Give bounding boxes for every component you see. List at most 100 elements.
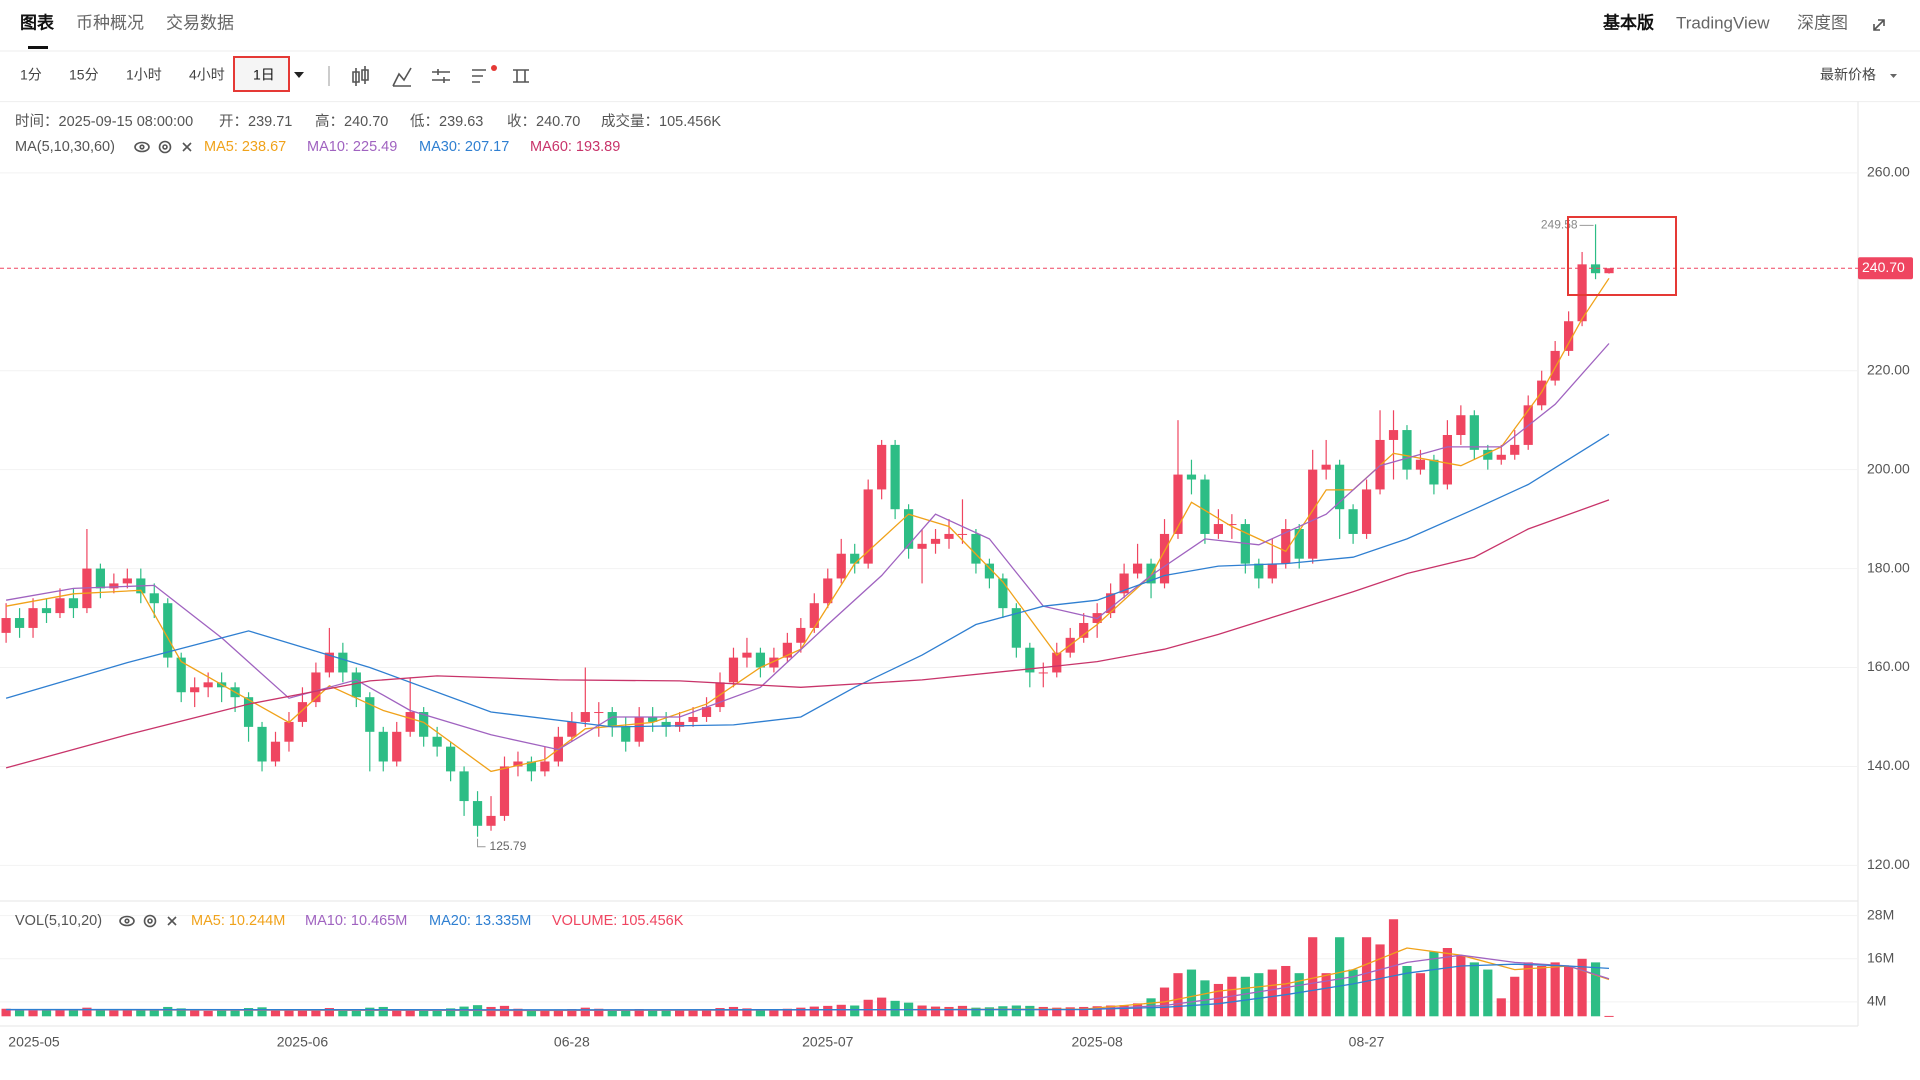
x-tick-label: 06-28	[554, 1034, 590, 1050]
y-tick-label: 200.00	[1867, 460, 1910, 476]
candle-body	[1348, 509, 1358, 534]
candle-body	[809, 603, 819, 628]
candle-body	[1119, 573, 1129, 594]
volume-bar	[1106, 1005, 1116, 1017]
info-item: 时间：2025-09-15 08:00:00	[15, 113, 193, 130]
candle-body	[338, 652, 348, 673]
y-tick-label: 260.00	[1867, 164, 1910, 180]
volume-bar	[1388, 919, 1399, 1017]
candle-body	[122, 578, 132, 584]
vol-icons[interactable]	[119, 914, 177, 928]
info-item: 开：239.71	[219, 114, 292, 130]
indicator-icon[interactable]	[392, 67, 412, 87]
chart-marks: 260.00 220.00 200.00 180.00 160.00 140.00 120.…	[0, 164, 1910, 1050]
volume-bar	[1496, 998, 1506, 1017]
settings-icon[interactable]	[432, 69, 450, 83]
volume-bar	[513, 1008, 523, 1017]
candle-body	[14, 618, 25, 628]
volume-bar	[217, 1010, 227, 1017]
candle-body	[432, 736, 442, 747]
candle-body	[1200, 479, 1210, 534]
last-price-box	[1858, 257, 1913, 280]
volume-bar	[1402, 965, 1412, 1017]
candle-body	[903, 509, 914, 549]
candle-body	[419, 712, 429, 737]
volume-bar	[809, 1006, 819, 1017]
candle-body	[1388, 430, 1399, 440]
volume-bar	[1065, 1007, 1075, 1017]
candle-body	[755, 652, 766, 668]
volume-bar	[1281, 965, 1291, 1017]
volume-bar	[257, 1007, 267, 1017]
tab[interactable]: 图表	[20, 12, 55, 32]
volume-bar	[796, 1007, 806, 1017]
candle-body	[984, 563, 995, 579]
ma-legend: MA5: 238.67	[204, 139, 286, 155]
candle-body	[284, 721, 294, 742]
interval-selected[interactable]	[233, 56, 290, 92]
interval[interactable]: 1日	[253, 67, 275, 83]
candle-body	[796, 627, 806, 643]
price-type[interactable]: 最新价格	[1820, 67, 1876, 83]
candle-body	[917, 543, 927, 549]
ma-line	[5, 433, 1610, 728]
candle-body	[109, 583, 119, 589]
volume-bar	[459, 1006, 469, 1017]
interval[interactable]: 1分	[20, 67, 42, 83]
candle-body	[1052, 652, 1062, 673]
candle-body	[190, 687, 200, 693]
dropdown-arrow[interactable]	[1890, 74, 1897, 78]
candle-body	[1483, 449, 1493, 460]
volume-bar	[1456, 955, 1466, 1017]
volume-bar	[1025, 1005, 1035, 1017]
x-tick-label: 08-27	[1349, 1034, 1385, 1050]
fullscreen-icon[interactable]	[1873, 19, 1885, 31]
candle-body	[1, 618, 11, 633]
candle-body	[1159, 533, 1170, 584]
candle-body	[1079, 622, 1089, 638]
candle-body	[1281, 528, 1291, 564]
ma-legend: MA30: 207.17	[419, 139, 509, 155]
volume-bar	[850, 1005, 860, 1017]
volume-bar	[1335, 937, 1345, 1017]
tab[interactable]: 交易数据	[166, 13, 234, 32]
volume-bar	[1577, 958, 1587, 1017]
ma-icons[interactable]	[134, 140, 192, 154]
ma-line	[5, 499, 1610, 769]
mode-tab[interactable]: 基本版	[1602, 12, 1654, 32]
tab[interactable]: 币种概况	[76, 13, 144, 32]
candle-body	[742, 652, 752, 658]
volume-bar	[1442, 948, 1452, 1017]
candle-icon[interactable]	[352, 66, 369, 86]
candle-body	[1564, 321, 1574, 351]
volume-bar	[621, 1010, 631, 1017]
candle-body	[701, 707, 712, 717]
volume-bar	[755, 1009, 766, 1017]
ma-title: MA(5,10,30,60)	[15, 139, 115, 155]
candle-body	[1106, 593, 1116, 614]
mode-tab[interactable]: 深度图	[1797, 13, 1848, 32]
info-item: 成交量：105.456K	[601, 112, 721, 130]
template-icon[interactable]	[513, 69, 529, 83]
interval[interactable]: 15分	[69, 67, 99, 83]
draw-icon[interactable]	[472, 69, 486, 83]
volume-bar	[1308, 937, 1318, 1017]
volume-bar	[1213, 983, 1223, 1017]
tab-underline	[28, 46, 48, 49]
volume-bar	[607, 1009, 617, 1017]
volume-bar	[136, 1009, 146, 1017]
info-item: 高：240.70	[315, 113, 388, 130]
mode-tab[interactable]: TradingView	[1676, 13, 1770, 32]
volume-bar	[1200, 980, 1210, 1017]
volume-bar	[675, 1010, 685, 1017]
interval[interactable]: 1小时	[126, 67, 162, 83]
volume-bar	[634, 1009, 644, 1017]
volume-label: VOLUME: 105.456K	[552, 913, 684, 929]
interval[interactable]: 4小时	[189, 67, 225, 83]
volume-bar	[95, 1009, 105, 1017]
volume-bar	[1483, 969, 1493, 1017]
ma-line	[5, 343, 1610, 751]
vol-tick-label: 4M	[1867, 993, 1886, 1009]
candle-body	[540, 761, 550, 772]
dropdown-arrow[interactable]	[294, 72, 304, 78]
